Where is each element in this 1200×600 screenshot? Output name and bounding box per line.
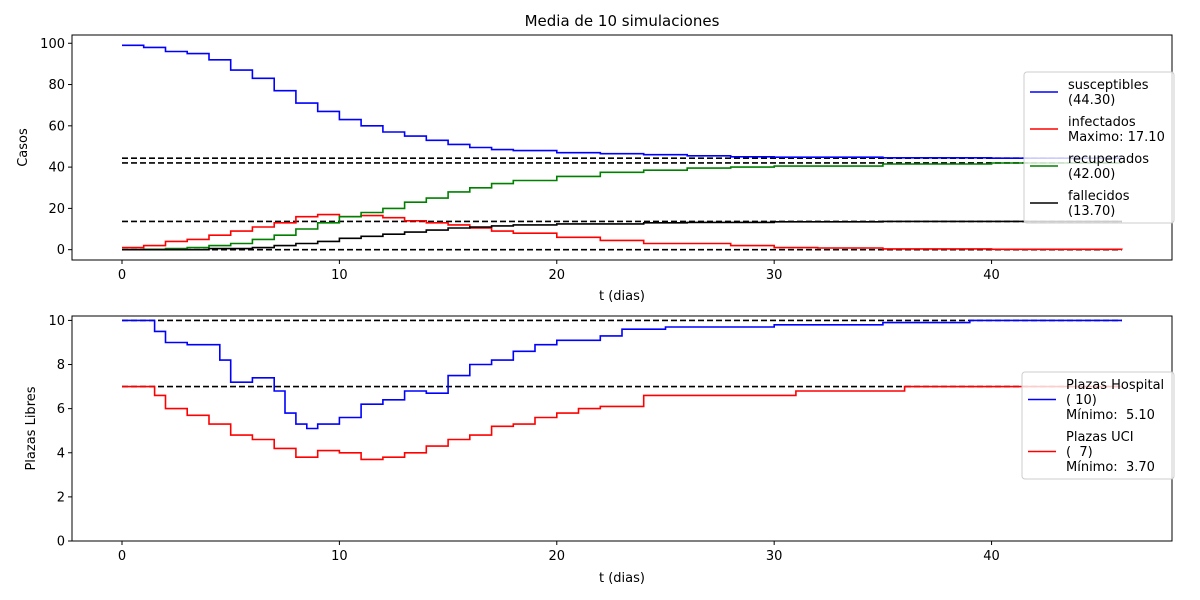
y-tick-label: 6 xyxy=(57,402,65,417)
legend: Plazas Hospital( 10)Mínimo: 5.10 Plazas U… xyxy=(1021,371,1175,480)
series-line-fallecidos xyxy=(122,220,1122,251)
x-tick-label: 20 xyxy=(549,268,566,283)
legend-label: susceptibles xyxy=(1068,78,1149,93)
y-tick-label: 40 xyxy=(48,161,65,176)
y-tick-label: 2 xyxy=(57,490,65,505)
y-tick-label: 20 xyxy=(48,202,65,217)
y-tick-label: 100 xyxy=(40,37,65,52)
legend-label: infectados xyxy=(1068,115,1136,130)
y-tick-label: 0 xyxy=(57,243,65,258)
y-tick-label: 8 xyxy=(57,358,65,373)
x-tick-label: 10 xyxy=(331,268,348,283)
cases-chart: Media de 10 simulaciones 0 10 20 30 40 0 20 40 60… xyxy=(16,12,1175,304)
legend-box xyxy=(1021,371,1175,480)
x-tick-label: 30 xyxy=(766,549,783,564)
legend-label: ( 7) xyxy=(1066,445,1093,460)
legend-label: Plazas Hospital xyxy=(1066,378,1164,393)
chart-title: Media de 10 simulaciones xyxy=(525,12,720,30)
legend-box xyxy=(1023,71,1175,224)
y-tick-label: 10 xyxy=(48,314,65,329)
series-line-susceptibles xyxy=(122,44,1122,159)
legend-label: Maximo: 17.10 xyxy=(1068,130,1165,145)
series-line-infectados xyxy=(122,213,1123,251)
legend-label: Plazas UCI xyxy=(1066,430,1134,445)
x-axis-label: t (dias) xyxy=(599,289,645,304)
x-tick-label: 40 xyxy=(983,268,1000,283)
legend-label: (42.00) xyxy=(1068,167,1115,182)
legend-label: (44.30) xyxy=(1068,93,1115,108)
legend-label: recuperados xyxy=(1068,152,1149,167)
x-tick-label: 0 xyxy=(118,549,126,564)
y-tick-label: 60 xyxy=(48,119,65,134)
y-axis-label: Plazas Libres xyxy=(24,386,39,470)
y-axis-label: Casos xyxy=(16,128,31,167)
legend-label: Mínimo: 3.70 xyxy=(1066,460,1155,475)
beds-chart: 0 10 20 30 40 0 2 4 6 8 10 t (dias) Plazas Libres Pla… xyxy=(24,314,1175,586)
series-line-plazas-uci xyxy=(122,385,1122,461)
legend-label: Mínimo: 5.10 xyxy=(1066,408,1155,423)
legend-label: fallecidos xyxy=(1068,189,1130,204)
x-tick-label: 10 xyxy=(331,549,348,564)
series-line-plazas-hospital xyxy=(122,319,1122,430)
y-tick-label: 80 xyxy=(48,78,65,93)
y-tick-label: 4 xyxy=(57,446,65,461)
x-tick-label: 30 xyxy=(766,268,783,283)
series-line-recuperados xyxy=(122,162,1122,251)
x-tick-label: 20 xyxy=(549,549,566,564)
x-tick-label: 40 xyxy=(983,549,1000,564)
legend-label: ( 10) xyxy=(1066,393,1097,408)
plot-area xyxy=(122,44,1123,251)
y-tick-label: 0 xyxy=(57,535,65,550)
plot-area xyxy=(122,319,1122,461)
x-axis-label: t (dias) xyxy=(599,571,645,586)
legend-label: (13.70) xyxy=(1068,204,1115,219)
x-tick-label: 0 xyxy=(118,268,126,283)
